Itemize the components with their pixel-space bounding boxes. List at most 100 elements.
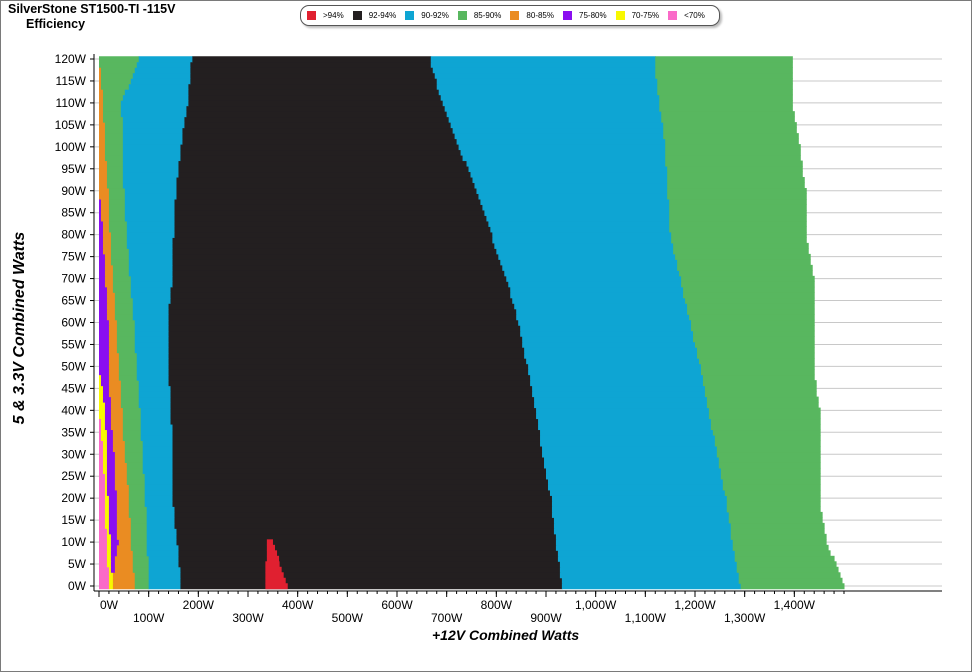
heat-cell bbox=[122, 413, 142, 420]
legend-swatch bbox=[352, 11, 362, 20]
heat-cell bbox=[172, 424, 539, 431]
heat-cell bbox=[132, 550, 148, 557]
heat-cell bbox=[444, 105, 660, 112]
heat-cell bbox=[134, 572, 150, 579]
heat-cell bbox=[112, 264, 130, 271]
heat-cell bbox=[540, 440, 716, 447]
heat-cell bbox=[99, 528, 108, 535]
y-tick-label: 115W bbox=[56, 74, 87, 88]
heat-cell bbox=[99, 303, 108, 310]
heat-cell bbox=[174, 522, 555, 529]
heat-cell bbox=[689, 314, 815, 321]
heat-cell bbox=[667, 166, 803, 173]
heat-cell bbox=[655, 61, 793, 68]
heat-cell bbox=[671, 231, 807, 238]
heat-cell bbox=[99, 429, 102, 436]
y-tick-label: 45W bbox=[61, 381, 86, 395]
heat-cell bbox=[702, 374, 815, 381]
heat-cell bbox=[530, 380, 704, 387]
heat-cell bbox=[134, 341, 170, 348]
heat-cell bbox=[508, 281, 682, 288]
heat-cell bbox=[108, 500, 118, 507]
heat-cell bbox=[551, 500, 728, 507]
heat-cell bbox=[99, 544, 108, 551]
heat-cell bbox=[466, 160, 666, 167]
heat-cell bbox=[99, 561, 108, 568]
heat-cell bbox=[99, 94, 104, 101]
heat-cell bbox=[528, 369, 702, 376]
heat-cell bbox=[120, 105, 187, 112]
heat-cell bbox=[110, 259, 130, 266]
heat-cell bbox=[696, 347, 815, 354]
heat-cell bbox=[700, 369, 815, 376]
heat-cell bbox=[99, 292, 108, 299]
heat-cell bbox=[542, 446, 718, 453]
heat-cell bbox=[667, 171, 803, 178]
heat-cell bbox=[547, 484, 724, 491]
heat-cell bbox=[172, 275, 507, 282]
heat-cell bbox=[130, 517, 148, 524]
heat-cell bbox=[669, 209, 807, 216]
x-tick-label: 600W bbox=[381, 598, 413, 612]
heat-cell bbox=[190, 72, 436, 79]
heat-cell bbox=[148, 555, 179, 562]
heat-cell bbox=[99, 314, 108, 321]
heat-cell bbox=[122, 407, 142, 414]
heat-cell bbox=[108, 380, 122, 387]
heat-cell bbox=[108, 517, 118, 524]
heat-cell bbox=[434, 72, 656, 79]
heat-cell bbox=[704, 385, 817, 392]
heat-cell bbox=[128, 264, 174, 271]
heat-cell bbox=[693, 330, 815, 337]
heat-cell bbox=[100, 72, 134, 79]
heat-cell bbox=[146, 517, 175, 524]
heat-cell bbox=[112, 281, 132, 288]
heat-cell bbox=[99, 522, 106, 529]
heat-cell bbox=[168, 374, 531, 381]
y-tick-label: 105W bbox=[55, 118, 87, 132]
heat-cell bbox=[663, 127, 797, 134]
heat-cell bbox=[99, 270, 106, 277]
heat-cell bbox=[553, 517, 730, 524]
heat-cell bbox=[559, 561, 738, 568]
heat-cell bbox=[478, 193, 668, 200]
heat-cell bbox=[108, 352, 120, 359]
heat-cell bbox=[553, 522, 732, 529]
heat-cell bbox=[265, 566, 282, 573]
heat-cell bbox=[99, 511, 106, 518]
heat-cell bbox=[106, 478, 116, 485]
heat-cell bbox=[142, 467, 174, 474]
y-tick-label: 90W bbox=[61, 184, 86, 198]
heat-cell bbox=[168, 314, 517, 321]
heat-cell bbox=[124, 193, 177, 200]
heat-cell bbox=[120, 396, 140, 403]
heat-cell bbox=[740, 583, 845, 590]
heat-cell bbox=[174, 226, 491, 233]
heat-cell bbox=[99, 144, 106, 151]
heat-cell bbox=[170, 297, 513, 304]
heat-cell bbox=[180, 572, 561, 579]
heat-cell bbox=[671, 237, 807, 244]
heat-cell bbox=[665, 160, 803, 167]
heat-cell bbox=[108, 385, 122, 392]
heat-cell bbox=[142, 456, 174, 463]
heat-cell bbox=[659, 105, 793, 112]
heat-cell bbox=[118, 539, 132, 546]
heat-cell bbox=[116, 330, 136, 337]
heat-cell bbox=[104, 275, 114, 282]
heat-cell bbox=[100, 67, 136, 74]
heat-cell bbox=[100, 204, 110, 211]
heat-cell bbox=[124, 440, 144, 447]
heat-cell bbox=[184, 116, 450, 123]
y-tick-label: 85W bbox=[61, 206, 86, 220]
heat-cell bbox=[104, 484, 108, 491]
heat-cell bbox=[712, 429, 821, 436]
heat-cell bbox=[534, 396, 708, 403]
heat-cell bbox=[99, 171, 108, 178]
heat-cell bbox=[174, 506, 553, 513]
heat-cell bbox=[172, 281, 509, 288]
heat-cell bbox=[170, 286, 511, 293]
heat-cell bbox=[172, 440, 541, 447]
heat-cell bbox=[716, 451, 821, 458]
heat-cell bbox=[102, 462, 108, 469]
